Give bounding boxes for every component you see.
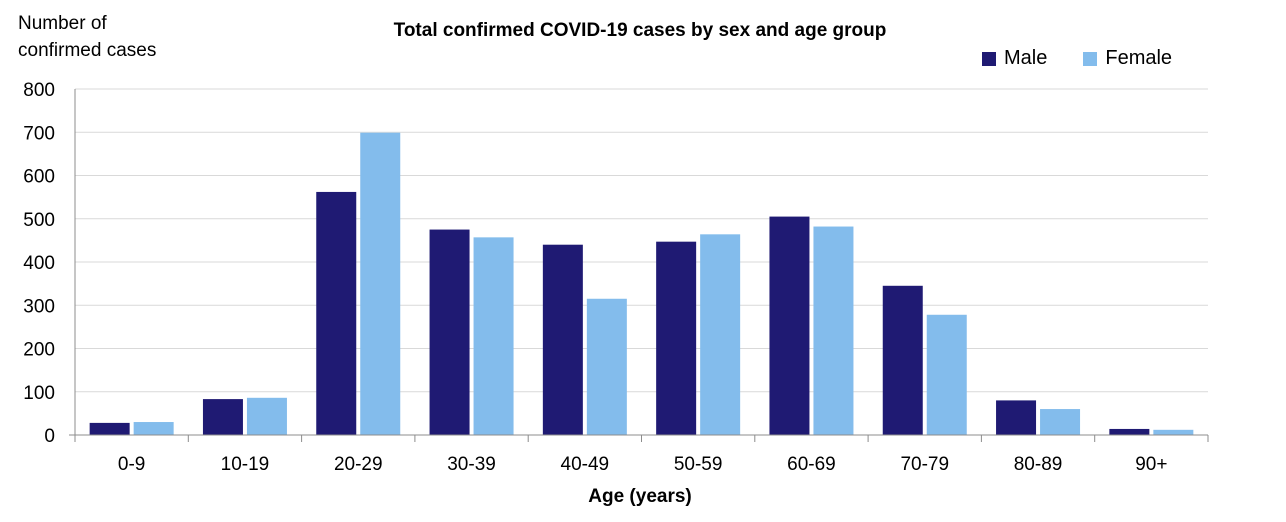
bar-male-50-59	[656, 241, 697, 435]
bar-female-30-39	[473, 237, 514, 435]
bar-female-70-79	[926, 314, 967, 435]
legend-swatch-male	[982, 51, 996, 66]
y-tick-label: 100	[23, 383, 55, 404]
legend-swatch-female	[1083, 51, 1098, 66]
x-tick-label: 50-59	[674, 454, 723, 475]
y-tick-label: 500	[23, 210, 55, 231]
bar-male-30-39	[429, 229, 470, 435]
bar-female-80-89	[1040, 409, 1081, 435]
x-tick-label: 60-69	[787, 454, 836, 475]
legend: Male Female	[982, 47, 1172, 70]
chart-title: Total confirmed COVID-19 cases by sex an…	[393, 20, 887, 41]
x-tick-label: 40-49	[561, 454, 610, 475]
y-tick-label: 200	[23, 340, 55, 361]
bar-male-90+	[1109, 428, 1150, 435]
legend-label-female: Female	[1105, 47, 1173, 69]
y-tick-label: 600	[23, 167, 55, 188]
bar-male-40-49	[542, 244, 583, 435]
x-tick-label: 0-9	[118, 454, 145, 475]
y-tick-label: 0	[44, 426, 55, 447]
bar-female-0-9	[133, 422, 174, 435]
x-tick-label: 70-79	[900, 454, 949, 475]
y-tick-label: 400	[23, 253, 55, 274]
bar-female-90+	[1153, 429, 1194, 435]
bar-female-10-19	[246, 397, 287, 435]
y-tick-label: 800	[23, 80, 55, 101]
bar-male-70-79	[882, 285, 923, 435]
legend-label-male: Male	[1004, 47, 1048, 69]
bar-male-80-89	[996, 400, 1037, 435]
bar-male-10-19	[202, 399, 243, 435]
y-tick-label: 300	[23, 296, 55, 317]
y-axis-label: Number of confirmed cases	[18, 13, 157, 61]
bar-male-60-69	[769, 216, 810, 435]
x-tick-label: 80-89	[1014, 454, 1063, 475]
bar-male-20-29	[316, 191, 357, 435]
bar-female-40-49	[586, 298, 627, 435]
legend-item-female: Female	[1083, 47, 1172, 70]
bar-female-50-59	[700, 234, 741, 435]
bar-female-60-69	[813, 226, 854, 435]
x-axis-label: Age (years)	[588, 486, 692, 507]
legend-item-male: Male	[982, 47, 1047, 70]
x-tick-label: 10-19	[221, 454, 270, 475]
x-tick-label: 20-29	[334, 454, 383, 475]
bar-female-20-29	[360, 132, 401, 435]
x-tick-label: 90+	[1135, 454, 1167, 475]
y-tick-label: 700	[23, 123, 55, 144]
x-tick-label: 30-39	[447, 454, 496, 475]
bar-male-0-9	[89, 422, 130, 435]
